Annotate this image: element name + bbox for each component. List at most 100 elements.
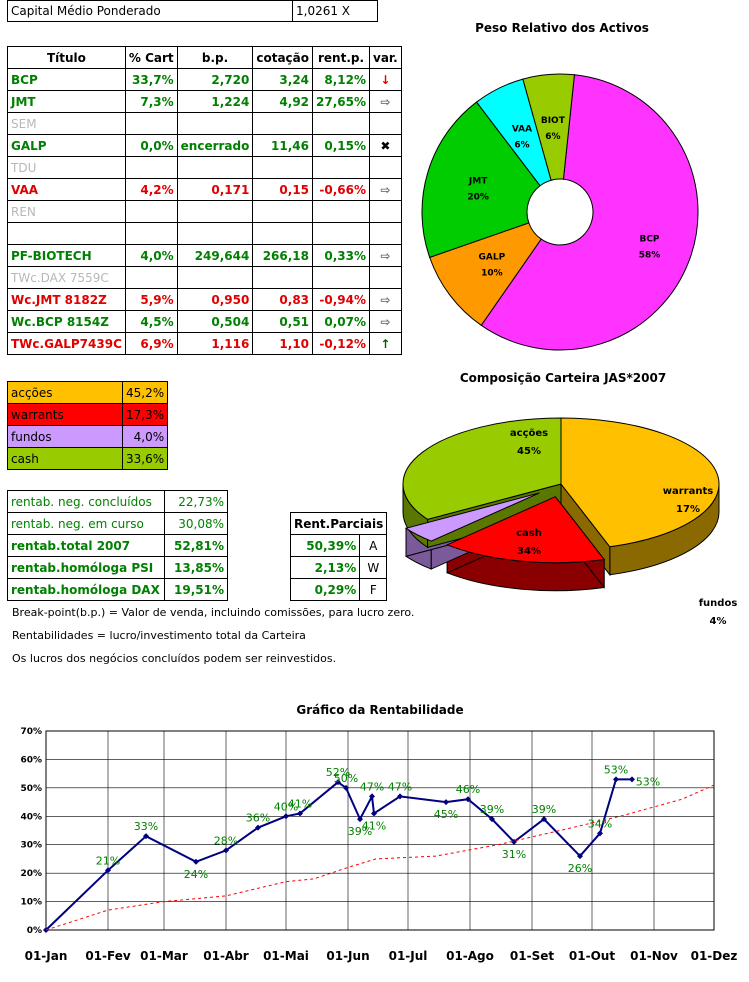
position-quote: 0,83	[252, 288, 314, 311]
line-point	[255, 824, 261, 831]
line-point	[357, 816, 363, 823]
position-bp: 0,950	[176, 288, 254, 311]
position-bp	[176, 156, 254, 179]
position-name	[7, 222, 126, 245]
line-x-tick: 01-Nov	[630, 949, 678, 963]
line-data-label: 21%	[96, 854, 120, 867]
position-pct: 4,0%	[124, 244, 178, 267]
pie2-label: cash	[516, 528, 542, 539]
pie1-slice-jmt	[421, 101, 541, 259]
partials-row: 50,39% A	[289, 534, 388, 557]
position-var-icon	[369, 112, 402, 135]
position-quote: 1,10	[252, 332, 314, 355]
col-pct: % Cart	[124, 46, 178, 69]
line-y-tick: 70%	[20, 727, 42, 737]
line-y-tick: 60%	[20, 755, 42, 765]
line-point	[335, 779, 341, 786]
position-quote: 0,15	[252, 178, 314, 201]
line-chart-returns: Gráfico da Rentabilidade 0% 10% 20% 30% 40% 50…	[20, 703, 738, 963]
returns-table: rentab. neg. concluídos 22,73% rentab. neg…	[7, 490, 228, 601]
position-row: PF-BIOTECH 4,0% 249,644 266,18 0,33% ⇨	[7, 244, 402, 267]
pie1-label: BCP	[639, 234, 659, 244]
capital-value: 1,0261 X	[292, 0, 378, 22]
position-bp	[176, 112, 254, 135]
position-quote	[252, 200, 314, 223]
position-var-icon	[369, 200, 402, 223]
position-var-icon: ⇨	[369, 288, 402, 311]
line-data-label: 41%	[288, 797, 312, 810]
partials-table: Rent.Parciais 50,39% A 2,13% W 0,29% F	[289, 512, 388, 601]
position-name: SEM	[7, 112, 126, 135]
pie2-title: Composição Carteira JAS*2007	[460, 371, 666, 385]
position-rent: 27,65%	[312, 90, 370, 113]
line-data-label: 40%	[274, 800, 298, 813]
position-pct: 33,7%	[124, 68, 178, 91]
position-quote	[252, 112, 314, 135]
line-data-label: 41%	[362, 819, 386, 832]
pie2-label: warrants	[663, 486, 713, 497]
line-data-label: 52%	[326, 766, 350, 779]
returns-row: rentab. neg. em curso 30,08%	[7, 512, 228, 535]
line-point	[489, 816, 495, 823]
position-var-icon: ⇨	[369, 310, 402, 333]
position-rent: 0,15%	[312, 134, 370, 157]
position-quote: 3,24	[252, 68, 314, 91]
note-reinvest: Os lucros dos negócios concluídos podem …	[12, 652, 337, 665]
line-title: Gráfico da Rentabilidade	[296, 703, 463, 717]
position-name: BCP	[7, 68, 126, 91]
position-row: Wc.BCP 8154Z 4,5% 0,504 0,51 0,07% ⇨	[7, 310, 402, 333]
pie2-value: 4%	[710, 616, 727, 627]
allocation-row: acções 45,2%	[7, 381, 169, 404]
capital-header-table: Capital Médio Ponderado 1,0261 X	[7, 0, 378, 22]
returns-label: rentab.homóloga DAX	[7, 578, 165, 601]
pie1-label: JMT	[468, 176, 488, 186]
position-pct	[124, 156, 178, 179]
returns-value: 13,85%	[164, 556, 228, 579]
line-point	[343, 784, 349, 791]
position-name: JMT	[7, 90, 126, 113]
returns-label: rentab. neg. concluídos	[7, 490, 165, 513]
position-var-icon: ⇨	[369, 244, 402, 267]
line-point	[465, 796, 471, 803]
line-series-1	[45, 784, 715, 931]
line-data-label: 47%	[388, 780, 412, 793]
position-pct	[124, 200, 178, 223]
position-row	[7, 222, 402, 245]
partials-value: 0,29%	[289, 578, 361, 601]
position-bp: 1,116	[176, 332, 254, 355]
line-point	[369, 793, 375, 800]
returns-value: 52,81%	[164, 534, 228, 557]
position-var-icon: ⇨	[369, 90, 402, 113]
note-rentabilidades: Rentabilidades = lucro/investimento tota…	[12, 629, 306, 642]
line-x-tick: 01-Dez	[691, 949, 738, 963]
pie1-label: VAA	[512, 124, 532, 134]
line-point	[297, 810, 303, 817]
position-name: TDU	[7, 156, 126, 179]
line-point	[105, 867, 111, 874]
line-x-tick: 01-Mar	[140, 949, 188, 963]
returns-row: rentab.total 2007 52,81%	[7, 534, 228, 557]
pie1-value: 20%	[467, 192, 489, 202]
position-rent	[312, 222, 370, 245]
position-bp	[176, 222, 254, 245]
allocation-value: 33,6%	[121, 447, 169, 470]
returns-row: rentab. neg. concluídos 22,73%	[7, 490, 228, 513]
line-y-tick: 0%	[27, 926, 42, 936]
allocation-label: fundos	[7, 425, 123, 448]
position-pct	[124, 222, 178, 245]
line-point	[371, 810, 377, 817]
allocation-label: cash	[7, 447, 123, 470]
line-point	[629, 776, 635, 783]
partials-row: 0,29% F	[289, 578, 388, 601]
position-row: GALP 0,0% encerrado 11,46 0,15% ✖	[7, 134, 402, 157]
position-var-icon	[369, 156, 402, 179]
pie-chart-assets: Peso Relativo dos Activos BCP 58% GALP 10% JM…	[421, 21, 699, 351]
position-name: PF-BIOTECH	[7, 244, 126, 267]
col-title: Título	[7, 46, 126, 69]
line-y-tick: 10%	[20, 898, 42, 908]
position-rent: 0,07%	[312, 310, 370, 333]
returns-row: rentab.homóloga PSI 13,85%	[7, 556, 228, 579]
position-bp: encerrado	[176, 134, 254, 157]
position-rent	[312, 200, 370, 223]
allocation-table: acções 45,2% warrants 17,3% fundos 4,0% cash 33…	[7, 381, 169, 470]
